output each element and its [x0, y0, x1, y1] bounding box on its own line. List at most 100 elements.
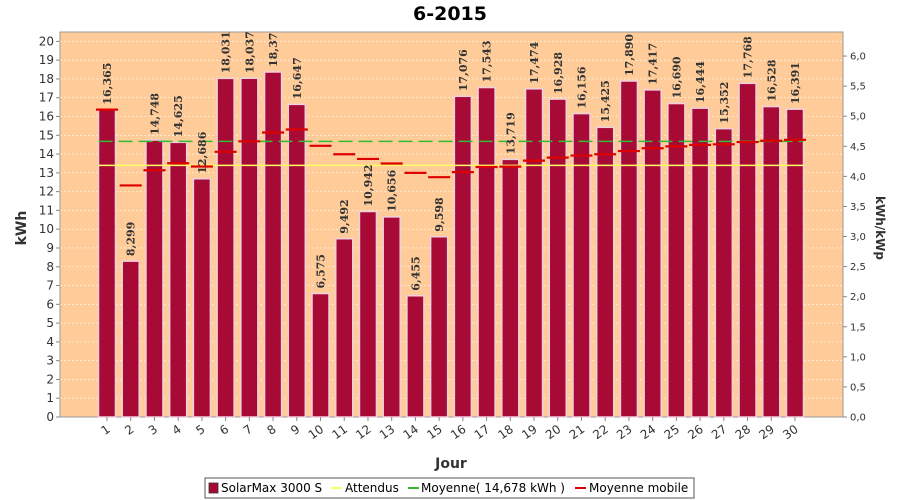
y2-axis-title: kWh/kWp [873, 196, 887, 260]
legend: SolarMax 3000 S Attendus Moyenne( 14,678 k… [204, 477, 695, 499]
bar [477, 86, 496, 418]
x-tick-label: 22 [590, 422, 611, 442]
bar [192, 178, 212, 418]
x-tick-label: 3 [146, 422, 160, 438]
x-tick-label: 16 [448, 422, 469, 442]
y2-tick-label: 0,5 [850, 382, 866, 393]
value-label: 16,528 [765, 59, 778, 101]
y-tick-label: 20 [39, 34, 54, 48]
value-label: 10,656 [386, 169, 399, 211]
x-tick-label: 17 [472, 422, 493, 442]
value-label: 16,928 [552, 52, 565, 94]
value-label: 14,748 [148, 93, 161, 135]
x-tick-label: 19 [519, 422, 540, 442]
y-tick-label: 0 [46, 410, 54, 424]
value-label: 15,352 [718, 82, 731, 124]
y-tick-label: 4 [46, 335, 54, 349]
chart-title: 6-2015 [413, 3, 487, 25]
bar [453, 95, 473, 418]
y-tick-label: 8 [46, 260, 54, 274]
reference-lines [98, 140, 804, 167]
x-tick-label: 8 [265, 422, 279, 438]
bar [785, 108, 805, 418]
value-label: 17,890 [623, 34, 636, 76]
bar [714, 127, 734, 418]
value-label: 18,037 [243, 31, 256, 73]
x-tick-label: 14 [401, 422, 422, 442]
value-label: 17,768 [742, 36, 755, 78]
x-tick-label: 7 [241, 422, 255, 438]
y2-tick-label: 6,0 [850, 52, 866, 63]
y2-axis-ticks: 0,0 0,5 1,0 1,5 2,0 2,5 3,0 3,5 4,0 4,5 5,0 5,5 6,0 [843, 52, 866, 424]
bar [524, 88, 544, 418]
plot-area [59, 31, 844, 418]
value-label: 16,647 [291, 57, 304, 99]
y-tick-label: 11 [39, 203, 54, 217]
value-label: 13,719 [504, 112, 517, 154]
legend-label: Moyenne( 14,678 kWh ) [421, 481, 565, 495]
x-tick-label: 21 [567, 422, 588, 442]
bar [263, 71, 283, 418]
y2-tick-label: 3,5 [850, 202, 866, 213]
value-label: 12,686 [196, 131, 209, 173]
bar [168, 141, 188, 418]
y2-tick-label: 3,0 [850, 232, 866, 243]
x-tick-label: 28 [733, 422, 754, 442]
value-label: 17,417 [647, 43, 660, 85]
x-tick-label: 25 [662, 422, 683, 442]
x-tick-label: 29 [756, 422, 777, 442]
y2-tick-label: 2,5 [850, 262, 866, 273]
y2-tick-label: 5,5 [850, 82, 866, 93]
value-label: 18,37 [267, 33, 280, 67]
value-label: 17,474 [528, 41, 541, 83]
y-tick-label: 2 [46, 372, 54, 386]
value-labels: 16,365 8,299 14,748 14,625 12,686 18,031 18,03… [101, 31, 802, 291]
bar [382, 216, 401, 418]
value-label: 16,365 [101, 63, 114, 105]
x-axis-ticks: 1 2 3 4 5 6 7 8 9 10 11 12 13 14 15 16 17 18 19 20 21 22 23 24 2… [98, 417, 801, 442]
x-tick-label: 1 [98, 422, 112, 438]
bar [690, 107, 710, 418]
x-tick-label: 27 [709, 422, 730, 442]
value-label: 8,299 [125, 222, 138, 256]
bar [121, 260, 140, 418]
x-tick-label: 30 [780, 422, 801, 442]
x-tick-label: 10 [306, 422, 327, 442]
y-tick-label: 16 [39, 110, 54, 124]
y-tick-label: 17 [39, 91, 54, 105]
y2-tick-label: 1,5 [850, 322, 866, 333]
moving-average [96, 108, 806, 187]
y-tick-label: 15 [39, 128, 54, 142]
x-tick-label: 6 [217, 422, 231, 438]
y2-tick-label: 2,0 [850, 292, 866, 303]
bar [429, 235, 449, 418]
bar [406, 295, 425, 418]
x-tick-label: 15 [424, 422, 445, 442]
value-label: 9,492 [338, 199, 351, 233]
y2-tick-label: 4,0 [850, 172, 866, 183]
value-label: 6,575 [315, 254, 328, 288]
value-label: 16,690 [670, 56, 683, 98]
y2-tick-label: 1,0 [850, 352, 866, 363]
x-tick-label: 11 [329, 422, 350, 442]
bar [334, 237, 354, 418]
value-label: 15,425 [599, 80, 612, 122]
x-axis-title: Jour [434, 456, 467, 472]
legend-label: SolarMax 3000 S [221, 481, 322, 495]
bar [145, 139, 164, 418]
value-label: 10,942 [362, 164, 375, 206]
bar [240, 77, 259, 418]
x-tick-label: 18 [495, 422, 516, 442]
value-label: 18,031 [220, 31, 233, 73]
y-tick-label: 3 [46, 354, 54, 368]
x-tick-label: 20 [543, 422, 564, 442]
bar [97, 108, 117, 418]
bar [311, 292, 330, 418]
bar [501, 158, 520, 418]
value-label: 17,076 [457, 49, 470, 91]
y-tick-label: 18 [39, 72, 54, 86]
y-tick-label: 6 [46, 297, 54, 311]
bar [287, 103, 307, 418]
